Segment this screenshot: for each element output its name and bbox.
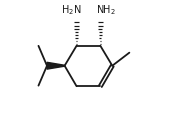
Text: H$_2$N: H$_2$N — [61, 3, 82, 17]
Text: NH$_2$: NH$_2$ — [96, 3, 116, 17]
Polygon shape — [47, 63, 65, 70]
